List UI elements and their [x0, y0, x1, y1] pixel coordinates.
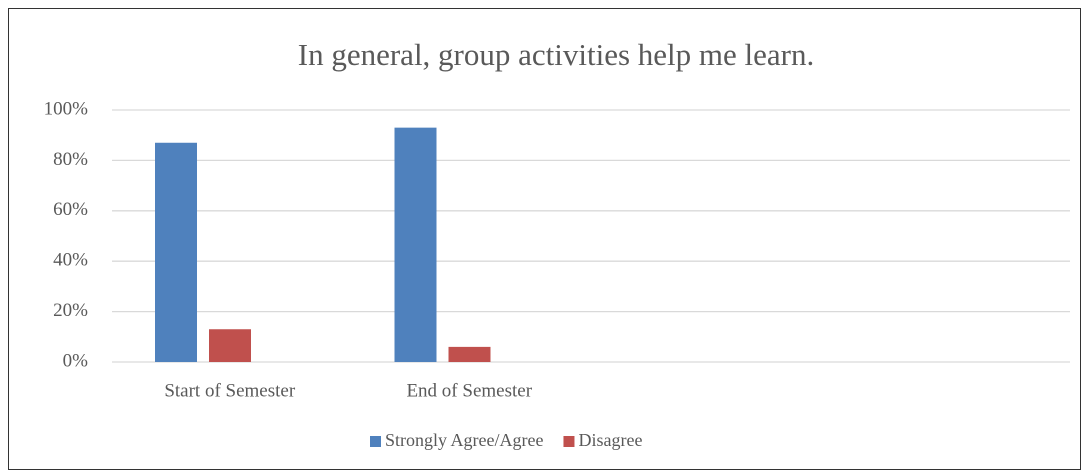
y-tick-label: 80% — [53, 149, 88, 170]
y-tick-label: 40% — [53, 250, 88, 271]
legend-label: Disagree — [578, 430, 642, 450]
y-tick-label: 20% — [53, 300, 88, 321]
legend-label: Strongly Agree/Agree — [385, 430, 543, 450]
bar — [155, 142, 197, 362]
x-tick-label: End of Semester — [406, 380, 532, 401]
y-tick-label: 100% — [44, 98, 89, 119]
legend-swatch — [370, 436, 381, 447]
y-tick-label: 60% — [53, 199, 88, 220]
x-tick-label: Start of Semester — [164, 380, 296, 401]
legend-swatch — [563, 436, 575, 447]
bar — [209, 329, 251, 362]
chart-title: In general, group activities help me lea… — [298, 37, 814, 72]
bar — [394, 127, 437, 362]
y-tick-label: 0% — [63, 350, 89, 371]
bar — [448, 346, 491, 362]
